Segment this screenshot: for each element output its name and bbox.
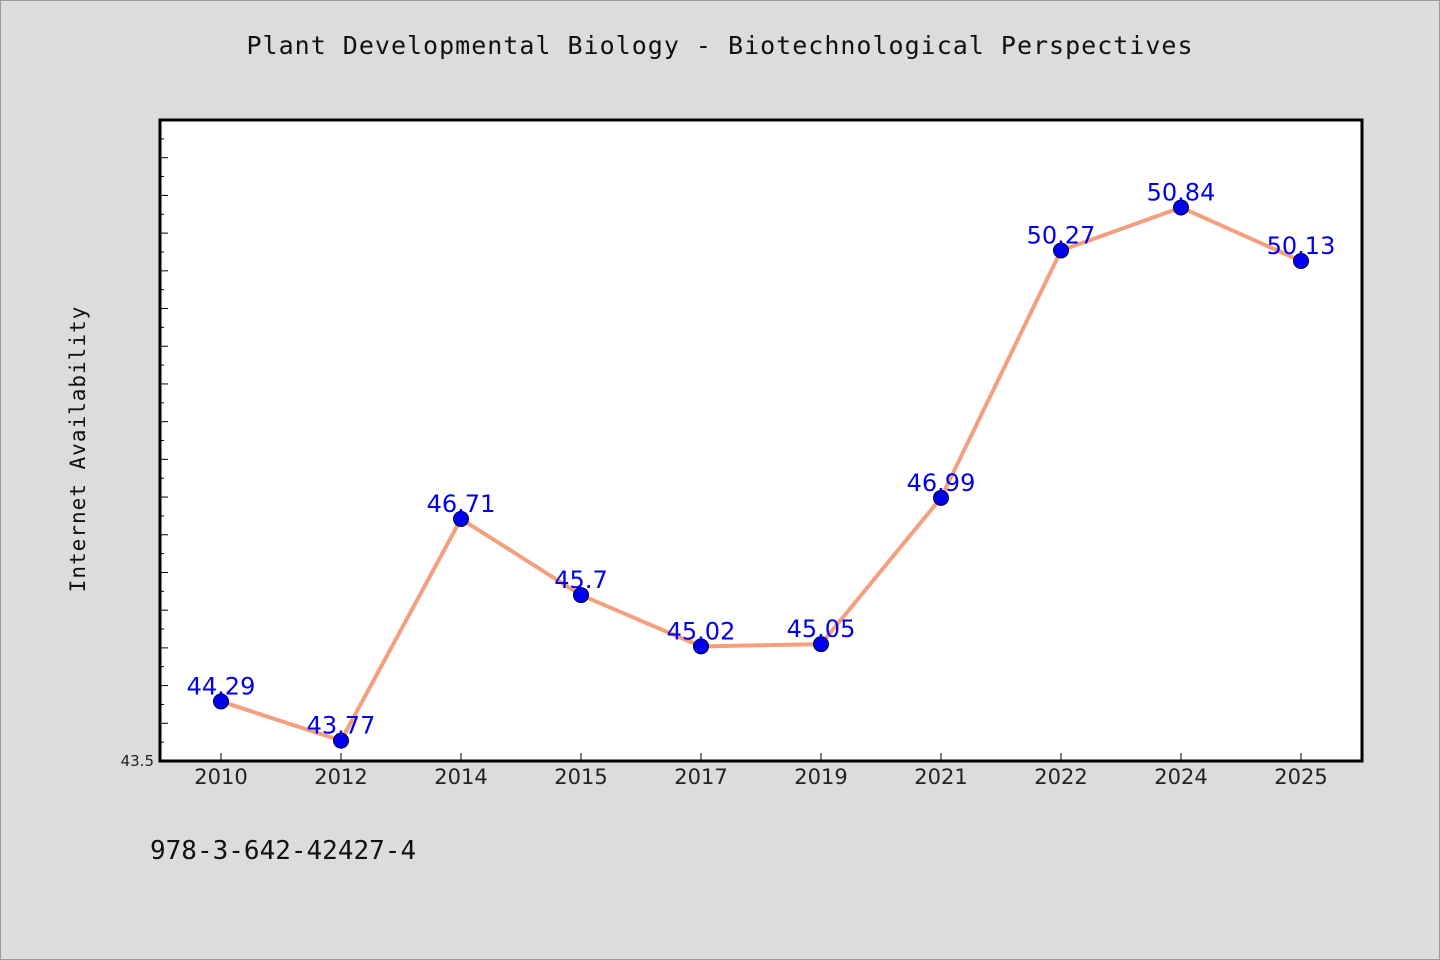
x-tick-label: 2024 bbox=[1154, 765, 1207, 789]
series-line bbox=[219, 205, 1303, 743]
data-point bbox=[573, 587, 589, 604]
x-tick-label: 2019 bbox=[794, 765, 847, 789]
data-label: 45.7 bbox=[554, 566, 607, 594]
data-label: 50.13 bbox=[1267, 232, 1336, 260]
x-tick-label: 2017 bbox=[674, 765, 727, 789]
data-label: 50.27 bbox=[1027, 221, 1096, 249]
plot-area bbox=[158, 118, 1364, 763]
x-tick-label: 2021 bbox=[914, 765, 967, 789]
x-tick-label: 2015 bbox=[554, 765, 607, 789]
y-tick-label: 43.5 bbox=[121, 752, 154, 770]
x-tick-label: 2025 bbox=[1274, 765, 1327, 789]
isbn-text: 978-3-642-42427-4 bbox=[150, 836, 417, 866]
data-label: 50.84 bbox=[1147, 178, 1216, 206]
data-point bbox=[333, 732, 349, 749]
data-label: 44.29 bbox=[187, 672, 256, 700]
data-point bbox=[213, 693, 229, 710]
chart-title: Plant Developmental Biology - Biotechnol… bbox=[246, 31, 1194, 60]
x-tick-label: 2022 bbox=[1034, 765, 1087, 789]
data-label: 46.71 bbox=[427, 490, 496, 518]
data-point bbox=[693, 638, 709, 655]
x-tick-label: 2012 bbox=[314, 765, 367, 789]
x-tick-label: 2010 bbox=[194, 765, 247, 789]
data-point bbox=[813, 636, 829, 653]
x-tick-label: 2014 bbox=[434, 765, 487, 789]
data-point bbox=[933, 489, 949, 506]
data-point bbox=[1173, 199, 1189, 216]
data-label: 43.77 bbox=[307, 712, 376, 740]
data-label: 45.02 bbox=[667, 617, 736, 645]
data-point bbox=[1293, 253, 1309, 270]
data-label: 45.05 bbox=[787, 615, 856, 643]
data-label: 46.99 bbox=[907, 469, 976, 497]
data-point bbox=[1053, 242, 1069, 259]
data-point bbox=[453, 510, 469, 527]
